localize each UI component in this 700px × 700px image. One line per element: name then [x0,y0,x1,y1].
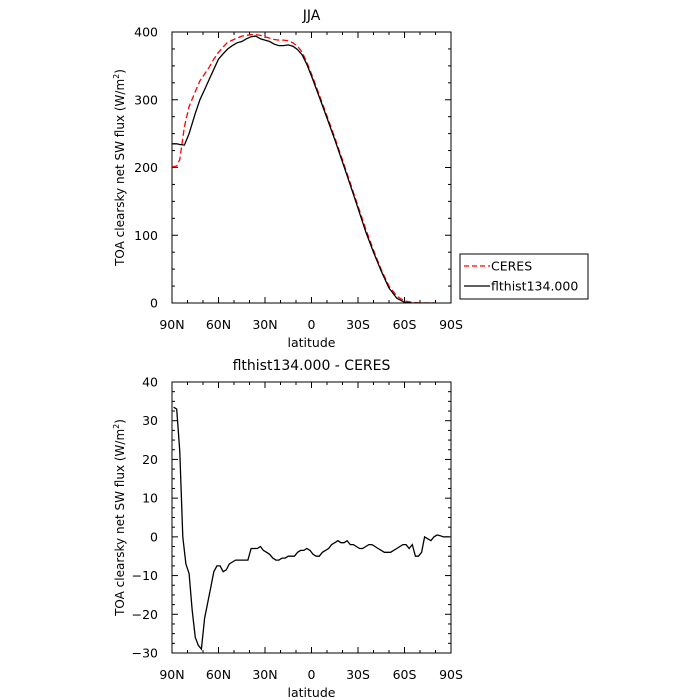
series-line-flthist134-000 [172,35,436,303]
y-tick-label: 0 [150,296,158,311]
y-axis-label-close: ) [113,69,127,74]
y-axis-label: TOA clearsky net SW flux (W/m2) [112,69,127,267]
x-axis-label: latitude [288,335,336,350]
legend-label: CERES [491,259,532,274]
y-tick-label: 10 [142,491,158,506]
x-tick-label: 60N [206,667,231,682]
y-axis-label: TOA clearsky net SW flux (W/m2) [112,419,127,617]
legend-label: flthist134.000 [491,279,578,294]
x-axis-label: latitude [288,685,336,700]
chart-title: flthist134.000 - CERES [233,358,391,374]
y-tick-label: −10 [132,568,158,583]
y-axis-label-text: TOA clearsky net SW flux (W/m [113,79,127,267]
bottom-chart: flthist134.000 - CERES 90N 60N 30N 0 30S 60S 90… [112,358,463,700]
x-tick-label: 60S [393,667,417,682]
y-axis-label-close: ) [113,419,127,424]
y-tick-label: 400 [134,25,158,40]
x-tick-label: 30S [346,317,370,332]
x-tick-label: 60S [393,317,417,332]
y-axis-label-text: TOA clearsky net SW flux (W/m [113,429,127,617]
x-tick-label: 30S [346,667,370,682]
series-line-0 [173,406,450,651]
y-tick-label: 30 [142,413,158,428]
y-tick-label: 0 [150,529,158,544]
x-tick-label: 90S [439,667,463,682]
x-tick-label: 30N [252,667,277,682]
series-line-ceres [172,34,436,303]
top-chart: JJA 90N 60N 30N 0 30S 60S 90S 0 100 200 300 400 latit… [112,8,463,350]
x-tick-label: 90N [159,667,184,682]
y-tick-label: 40 [142,375,158,390]
y-tick-label: −30 [132,646,158,661]
y-tick-label: 20 [142,452,158,467]
y-tick-label: 100 [134,228,158,243]
y-tick-label: 300 [134,92,158,107]
plot-frame [171,381,452,654]
y-tick-label: −20 [132,607,158,622]
chart-title: JJA [302,8,321,24]
legend-box [459,253,589,300]
y-axis-label-superscript: 2 [112,74,121,79]
y-tick-label: 200 [134,160,158,175]
x-tick-label: 0 [308,667,316,682]
x-tick-label: 60N [206,317,231,332]
legend: CERES flthist134.000 [459,253,589,300]
x-tick-label: 90N [159,317,184,332]
x-tick-label: 30N [252,317,277,332]
y-axis-label-superscript: 2 [112,424,121,429]
x-tick-label: 0 [308,317,316,332]
x-tick-label: 90S [439,317,463,332]
